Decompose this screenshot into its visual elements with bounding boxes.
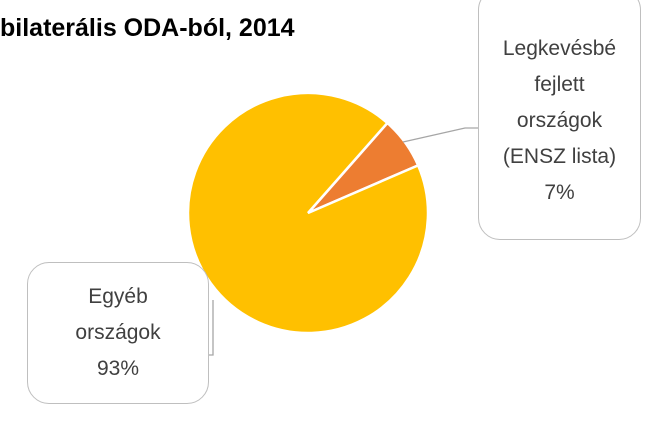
data-label-category: Legkevésbé fejlett országok (ENSZ lista) [502,37,617,168]
data-label-category: Egyéb országok [75,285,161,344]
leader-line [209,300,214,356]
data-label-box: Egyéb országok 93% [27,262,209,404]
pie-slice [186,91,430,335]
data-label-value: 93% [96,357,140,380]
leader-line [402,127,478,143]
data-label-box: Legkevésbé fejlett országok (ENSZ lista)… [478,0,641,240]
data-label-value: 7% [544,181,575,204]
chart-title: bilaterális ODA-ból, 2014 [0,14,295,42]
